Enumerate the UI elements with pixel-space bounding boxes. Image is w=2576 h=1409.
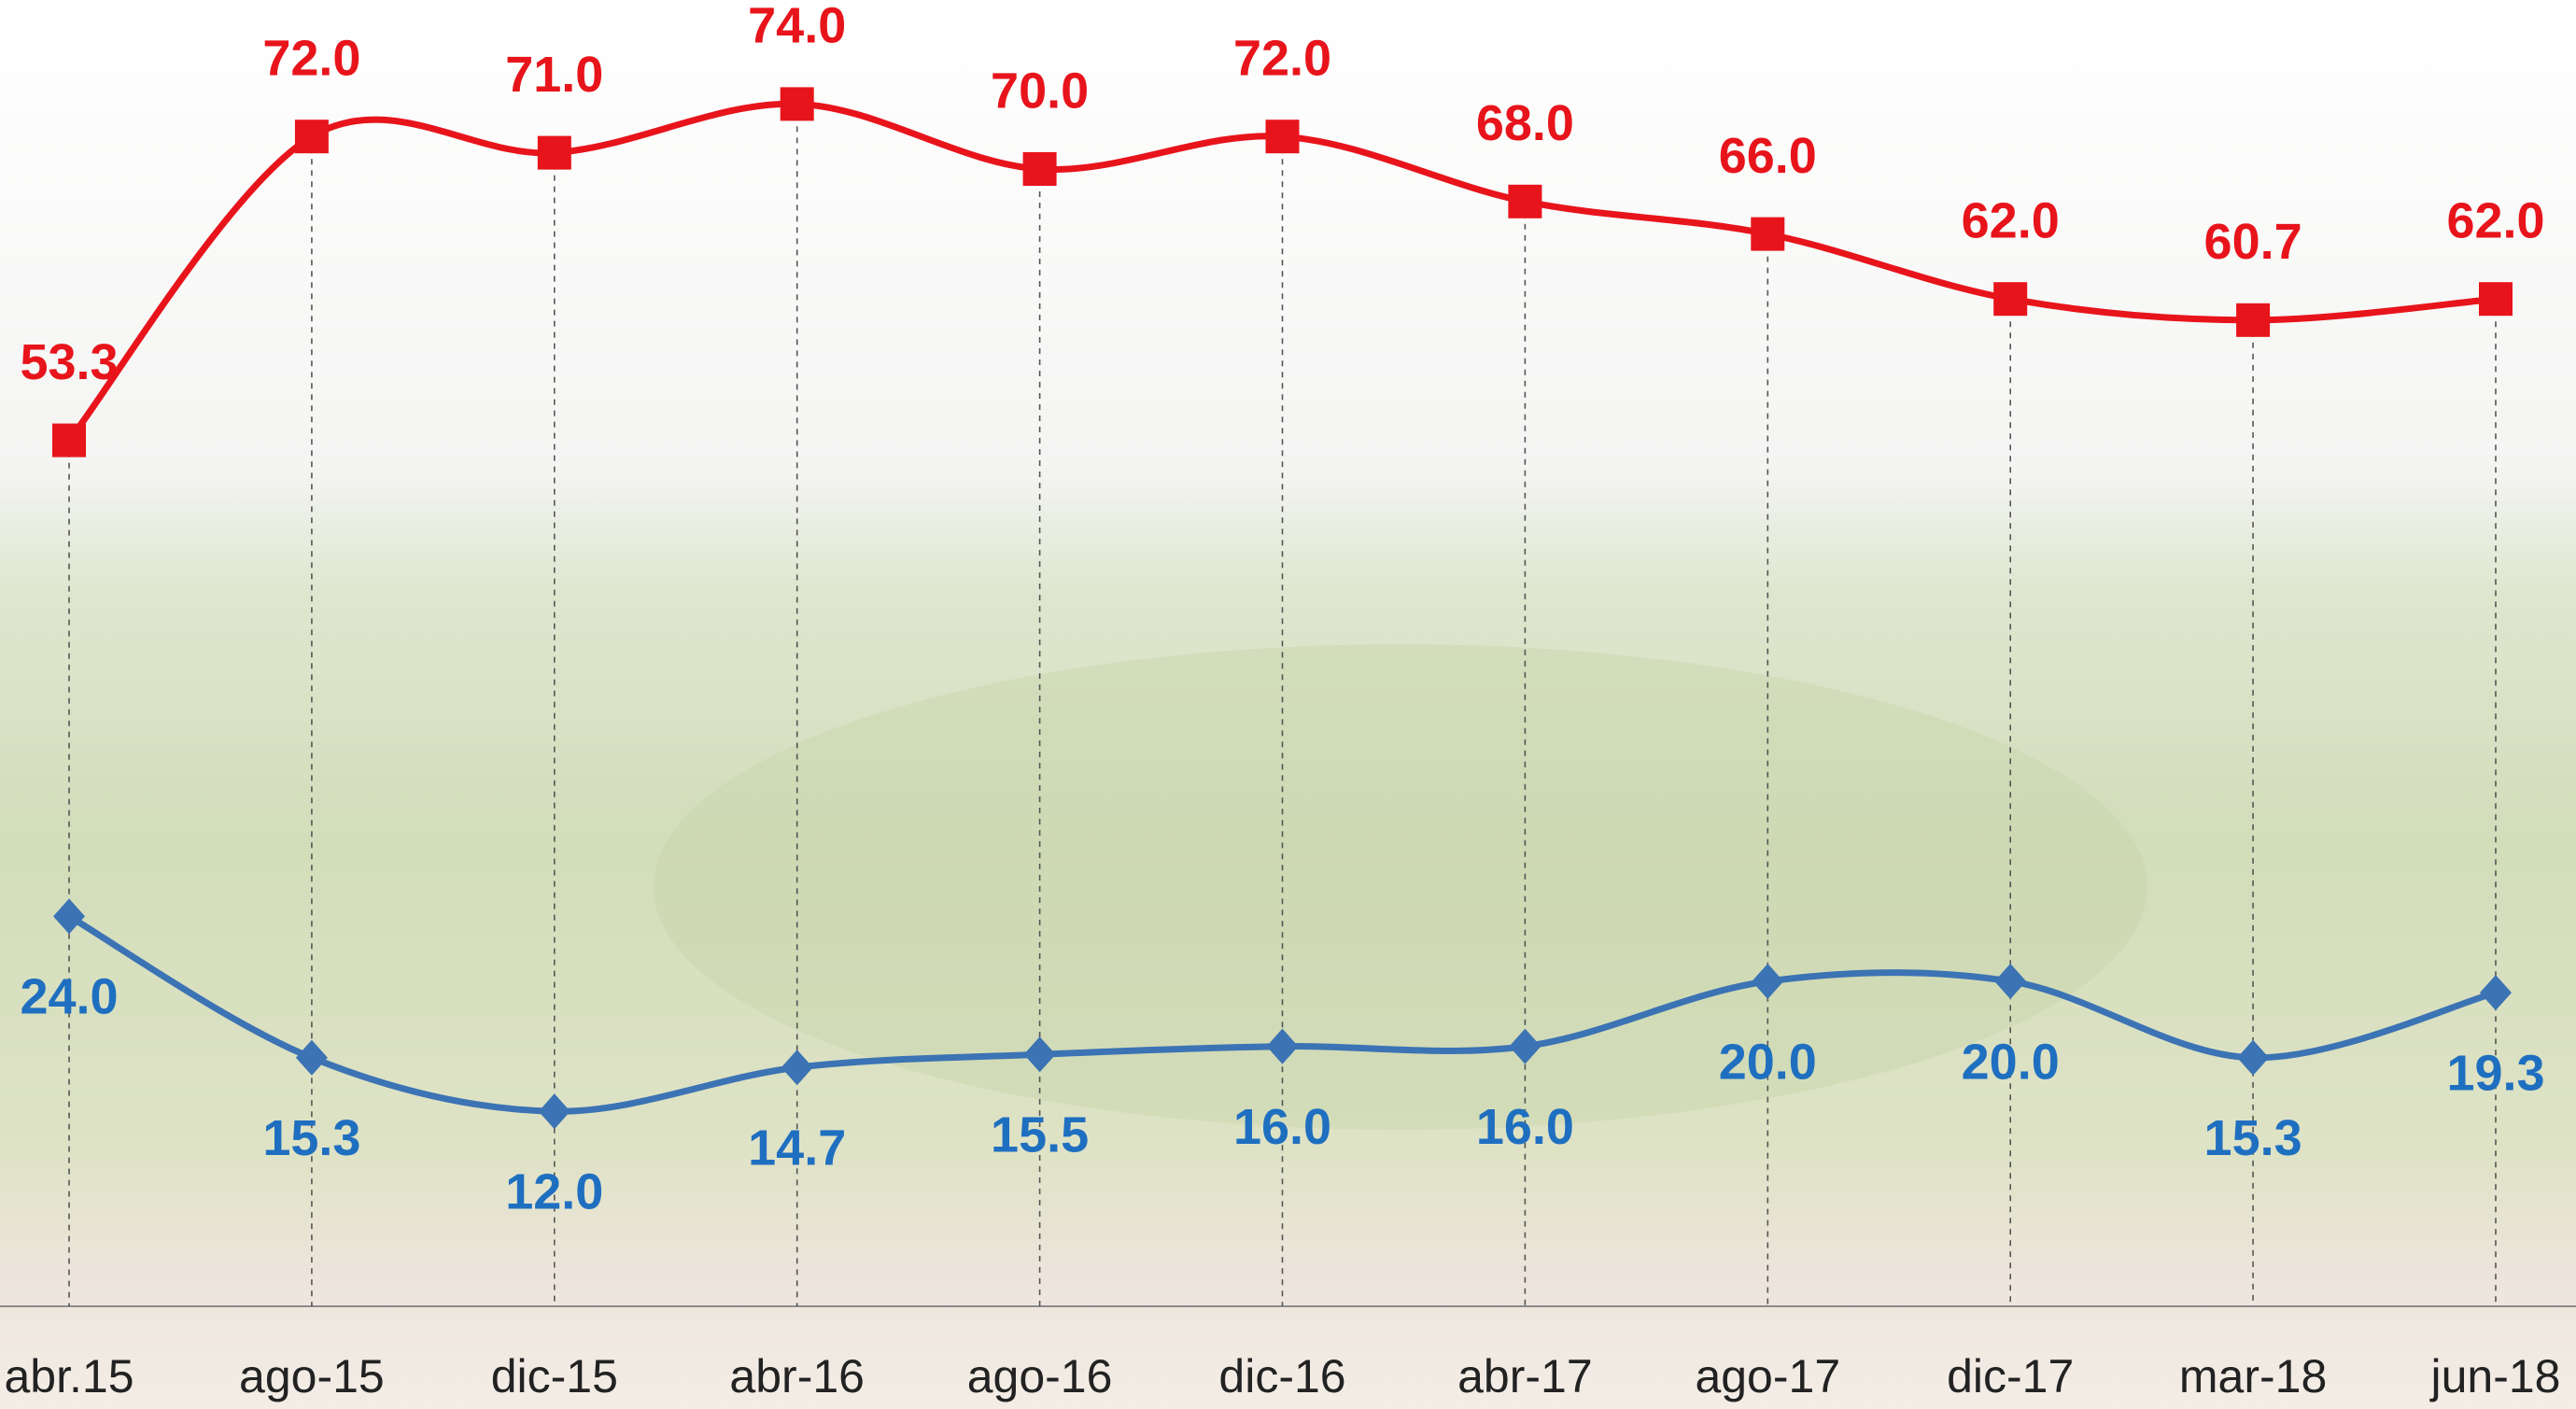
data-label: 20.0 [1719,1034,1817,1090]
x-tick-label: dic-16 [1218,1350,1345,1402]
data-label: 68.0 [1476,95,1574,151]
data-label: 62.0 [2446,192,2544,248]
x-tick-label: dic-15 [491,1350,618,1402]
chart: 53.3 72.0 71.0 74.0 70.0 72.0 68.0 66.0 62.0 60.7… [0,0,2576,1409]
data-label: 16.0 [1233,1099,1331,1155]
marker [2236,303,2270,337]
marker [538,136,571,170]
x-tick-label: dic-17 [1947,1350,2074,1402]
x-tick-label: ago-17 [1695,1350,1840,1402]
x-tick-label: abr-17 [1457,1350,1593,1402]
marker [1751,218,1784,251]
x-tick-label: abr.15 [4,1350,134,1402]
x-tick-label: ago-15 [239,1350,385,1402]
data-label: 72.0 [262,30,360,86]
background-shape [654,644,2147,1130]
x-tick-label: ago-16 [967,1350,1113,1402]
data-label: 14.7 [748,1120,846,1176]
data-label: 16.0 [1476,1099,1574,1155]
marker [1023,152,1057,186]
x-tick-label: mar-18 [2179,1350,2327,1402]
x-tick-label: abr-16 [729,1350,865,1402]
marker [2479,282,2513,316]
data-label: 20.0 [1962,1034,2060,1090]
data-label: 15.3 [262,1110,360,1166]
marker [1508,185,1541,218]
data-label: 60.7 [2204,214,2302,270]
data-label: 24.0 [20,969,118,1025]
data-label: 62.0 [1962,192,2060,248]
data-label: 72.0 [1233,30,1331,86]
data-label: 53.3 [20,334,118,390]
data-label: 66.0 [1719,128,1817,184]
data-label: 19.3 [2446,1045,2544,1101]
data-label: 74.0 [748,0,846,54]
marker [52,424,86,458]
x-tick-label: jun-18 [2429,1350,2561,1402]
marker [1266,120,1300,153]
marker [1993,282,2027,316]
data-label: 15.5 [991,1107,1089,1163]
marker [295,120,329,153]
data-label: 70.0 [991,63,1089,119]
data-label: 15.3 [2204,1110,2302,1166]
page: {"chart_data": {"type": "line", "categor… [0,0,2576,1409]
data-label: 71.0 [505,47,603,103]
data-label: 12.0 [505,1163,603,1219]
marker [781,87,814,120]
